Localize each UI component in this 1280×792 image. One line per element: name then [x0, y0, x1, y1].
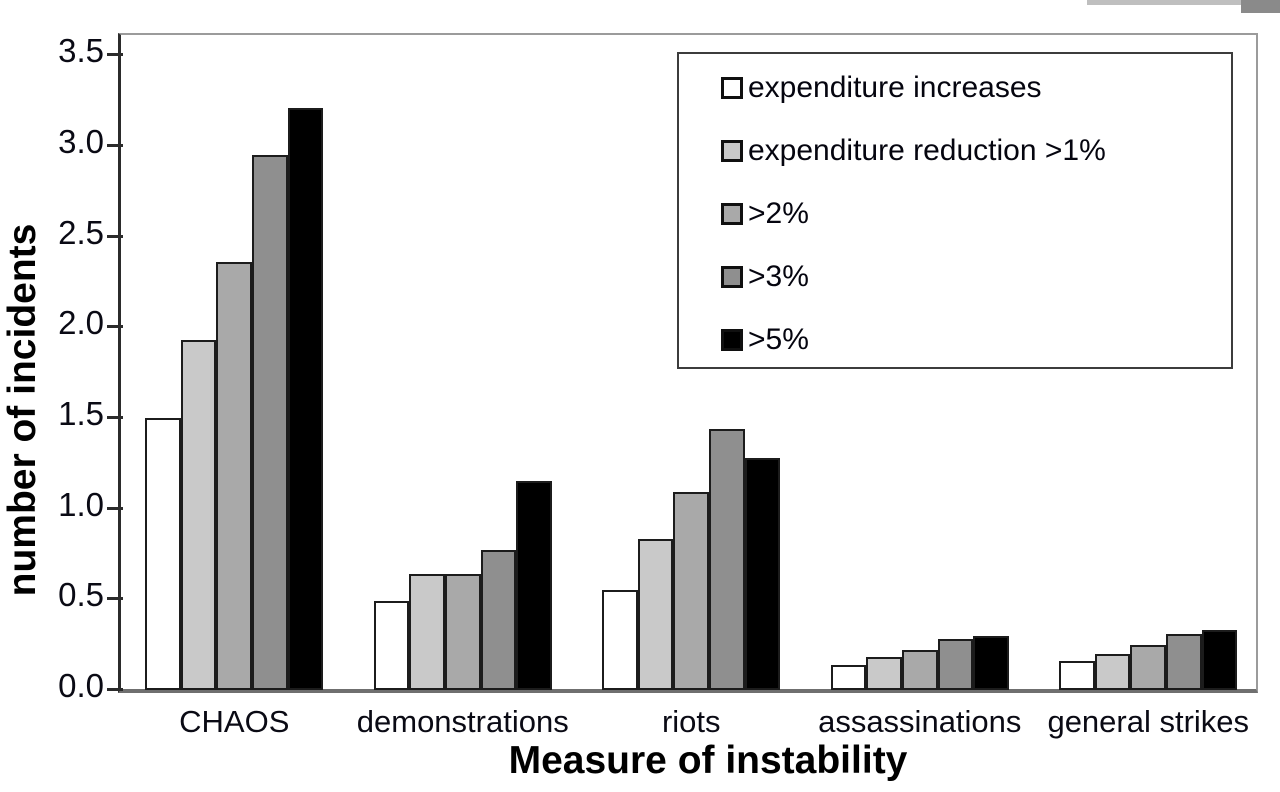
legend-swatch-3 — [721, 265, 743, 288]
legend-item-expenditure-increases: expenditure increases — [721, 56, 1231, 119]
bar-demonstrations-2 — [444, 574, 481, 690]
bar-riots-3 — [709, 429, 745, 690]
legend-swatch-expenditure-increases — [721, 76, 743, 99]
bar-assassinations-2 — [901, 650, 938, 690]
bar-assassinations-expenditure-reduction-1 — [866, 657, 902, 690]
bar-demonstrations-5 — [516, 481, 552, 690]
bar-chaos-5 — [287, 108, 324, 690]
x-category-label-assassinations: assassinations — [818, 704, 1022, 739]
bar-riots-5 — [744, 458, 781, 690]
bar-riots-expenditure-reduction-1 — [637, 539, 674, 690]
y-tick-label-3.0: 3.0 — [58, 122, 104, 160]
x-category-label-demonstrations: demonstrations — [356, 704, 569, 739]
bar-riots-2 — [673, 492, 710, 690]
bar-riots-expenditure-increases — [602, 590, 638, 690]
legend-swatch-5 — [721, 328, 743, 351]
bar-general-strikes-2 — [1130, 645, 1167, 690]
bar-assassinations-expenditure-increases — [830, 665, 867, 690]
legend-item-5: >5% — [721, 308, 1231, 371]
bar-general-strikes-3 — [1166, 634, 1202, 690]
y-tick-mark-0.0 — [107, 688, 123, 691]
bar-chaos-3 — [252, 155, 288, 690]
legend-label-expenditure-increases: expenditure increases — [748, 70, 1042, 104]
x-axis-title: Measure of instability — [508, 739, 908, 782]
y-tick-mark-0.5 — [107, 597, 123, 601]
bar-chaos-expenditure-increases — [145, 418, 181, 690]
legend-label-5: >5% — [748, 322, 809, 356]
legend-label-3: >3% — [748, 259, 809, 293]
bar-chaos-2 — [216, 262, 253, 690]
y-tick-label-0.0: 0.0 — [58, 667, 104, 704]
y-tick-mark-2.0 — [107, 325, 123, 329]
bar-general-strikes-5 — [1201, 630, 1238, 690]
legend-item-expenditure-reduction-1: expenditure reduction >1% — [721, 119, 1231, 182]
bar-assassinations-5 — [973, 636, 1009, 690]
bar-general-strikes-expenditure-increases — [1059, 661, 1095, 690]
bar-chaos-expenditure-reduction-1 — [180, 340, 217, 690]
x-category-label-general-strikes: general strikes — [1047, 704, 1250, 739]
legend-item-2: >2% — [721, 182, 1231, 245]
bar-demonstrations-expenditure-reduction-1 — [409, 574, 445, 690]
top-edge-artifact-light — [1087, 0, 1280, 5]
y-tick-label-3.5: 3.5 — [58, 32, 104, 70]
y-tick-mark-1.5 — [107, 415, 123, 419]
legend-swatch-expenditure-reduction-1 — [721, 139, 743, 162]
bar-assassinations-3 — [937, 639, 974, 690]
legend-label-2: >2% — [748, 196, 809, 230]
y-tick-mark-3.0 — [107, 143, 123, 147]
y-tick-mark-1.0 — [107, 506, 123, 510]
bar-demonstrations-3 — [480, 550, 517, 690]
x-category-label-riots: riots — [661, 704, 721, 739]
legend-swatch-2 — [721, 202, 743, 225]
y-tick-label-1.0: 1.0 — [58, 485, 104, 523]
legend-label-expenditure-reduction-1: expenditure reduction >1% — [748, 133, 1106, 167]
legend: expenditure increases expenditure reducti… — [677, 52, 1233, 369]
bar-general-strikes-expenditure-reduction-1 — [1094, 654, 1131, 690]
legend-item-3: >3% — [721, 245, 1231, 308]
y-tick-mark-2.5 — [107, 234, 123, 238]
y-tick-label-1.5: 1.5 — [58, 394, 104, 432]
bar-demonstrations-expenditure-increases — [373, 601, 410, 690]
x-category-label-chaos: CHAOS — [179, 704, 290, 739]
y-tick-label-2.5: 2.5 — [58, 213, 104, 251]
y-tick-label-0.5: 0.5 — [58, 576, 104, 614]
y-tick-label-2.0: 2.0 — [58, 304, 104, 342]
top-edge-artifact-dark — [1241, 0, 1280, 13]
y-tick-mark-3.5 — [107, 53, 123, 57]
